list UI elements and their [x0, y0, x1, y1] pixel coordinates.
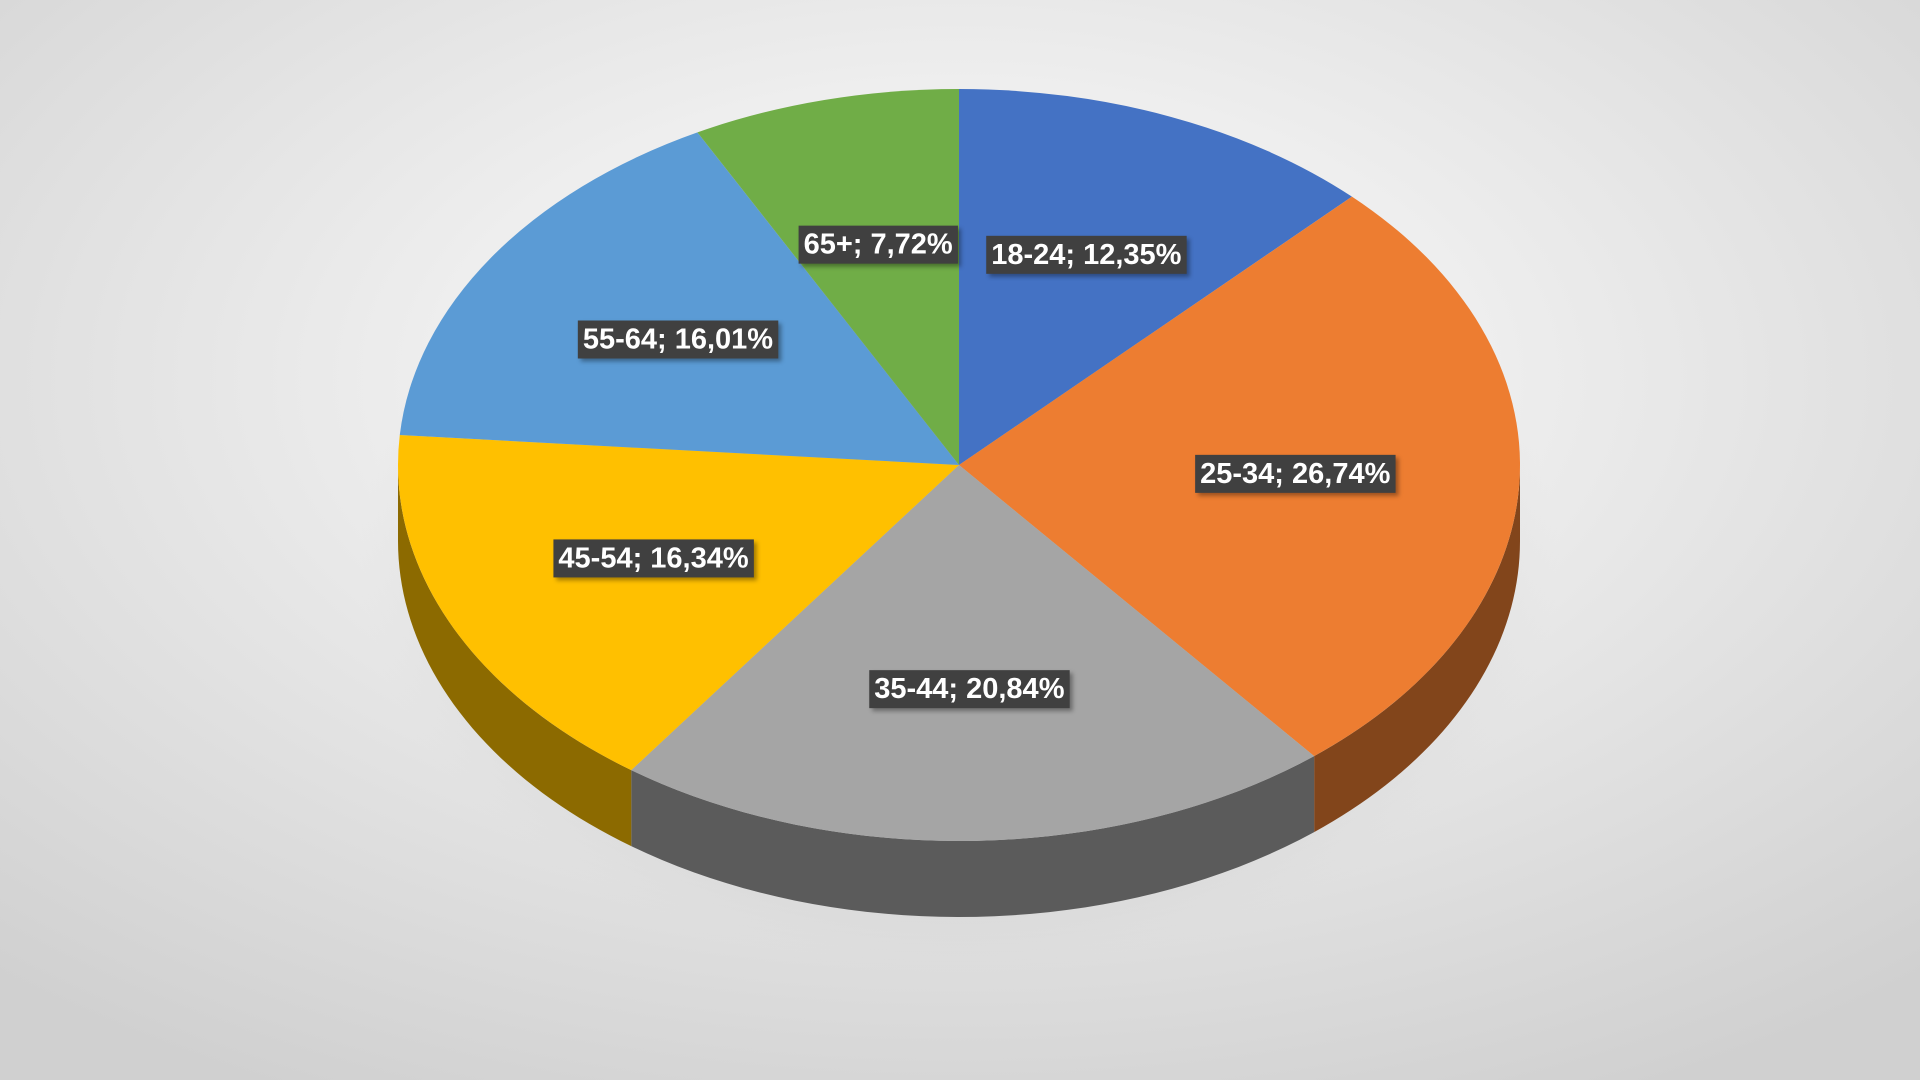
data-label: 65+; 7,72% — [804, 229, 953, 261]
data-label: 25-34; 26,74% — [1200, 458, 1390, 490]
data-label-box — [553, 539, 754, 578]
slice — [397, 435, 959, 771]
data-label-box — [798, 225, 958, 264]
data-label-box — [869, 670, 1070, 709]
data-label: 55-64; 16,01% — [583, 324, 773, 356]
slice — [959, 89, 1352, 465]
data-label-box — [986, 235, 1187, 274]
data-label: 35-44; 20,84% — [874, 673, 1064, 705]
slice-side — [398, 465, 632, 847]
slice-side — [1314, 465, 1520, 833]
data-label-box — [1195, 454, 1396, 493]
slice-side — [631, 756, 1315, 917]
data-label: 45-54; 16,34% — [558, 542, 748, 574]
slice — [399, 132, 959, 465]
data-label: 18-24; 12,35% — [991, 239, 1181, 271]
data-label-box — [577, 320, 779, 359]
slice — [631, 465, 1315, 841]
slice — [697, 89, 959, 465]
